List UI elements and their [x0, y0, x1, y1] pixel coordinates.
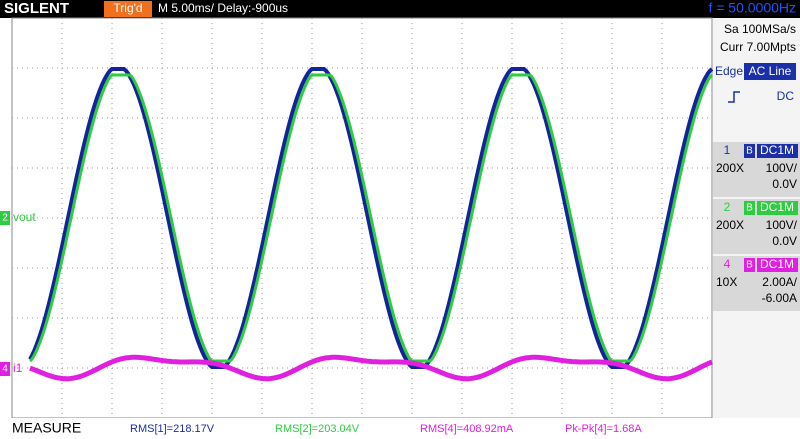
offset: 0.0V	[772, 234, 797, 248]
trigger-type: AC Line	[749, 64, 792, 78]
scale: 2.00A/	[762, 275, 797, 289]
measure-label: MEASURE	[12, 420, 81, 436]
marker-badge	[0, 362, 10, 376]
offset: 0.0V	[772, 177, 797, 191]
memory: Curr 7.00Mpts	[720, 40, 796, 54]
probe: 200X	[716, 161, 744, 175]
measure-item: RMS[2]=203.04V	[275, 423, 360, 435]
marker-label: vout	[13, 210, 36, 224]
coupling: DC1M	[760, 143, 794, 157]
waveform	[29, 354, 714, 382]
sample-rate: Sa 100MSa/s	[724, 22, 796, 36]
scale: 100V/	[766, 218, 798, 232]
measure-item: RMS[1]=218.17V	[130, 423, 215, 435]
waveform	[28, 67, 714, 369]
probe: 200X	[716, 218, 744, 232]
top-bar	[0, 0, 800, 18]
offset: -6.00A	[762, 291, 797, 305]
channel-number: 2	[724, 200, 731, 214]
marker-channel: 4	[2, 364, 8, 375]
coupling-bg	[757, 144, 798, 158]
measure-item: Pk-Pk[4]=1.68A	[565, 423, 642, 435]
bandwidth-bg	[744, 258, 755, 272]
channel-number: 4	[724, 257, 731, 271]
coupling: DC1M	[760, 257, 794, 271]
frequency: f = 50.0000Hz	[708, 0, 796, 16]
timebase: M 5.00ms/ Delay:-900us	[158, 1, 288, 15]
edge-icon	[728, 91, 740, 103]
marker-label: i1	[13, 361, 23, 375]
marker-badge	[0, 211, 10, 225]
trigger-type-bg	[744, 63, 796, 80]
probe: 10X	[716, 275, 737, 289]
bandwidth: B	[746, 146, 753, 157]
coupling-bg	[757, 258, 798, 272]
channel-panel: 1 B DC1M 200X 100V/0.0V 2 B DC1M 200X 100V/0.0V 4 B…	[713, 142, 800, 311]
channel-number: 1	[724, 143, 731, 157]
bandwidth-bg	[744, 201, 755, 215]
coupling-bg	[757, 201, 798, 215]
bandwidth: B	[746, 260, 753, 271]
coupling: DC1M	[760, 200, 794, 214]
marker-channel: 2	[2, 213, 8, 224]
grid	[12, 18, 712, 418]
trigger-coupling: DC	[777, 89, 795, 103]
measure-bar	[0, 418, 800, 439]
bandwidth: B	[746, 203, 753, 214]
waveforms	[28, 67, 714, 382]
scale: 100V/	[766, 161, 798, 175]
brand: SIGLENT	[4, 0, 69, 17]
waveform	[28, 73, 714, 363]
trigger-state: Trig'd	[113, 1, 142, 15]
trigger-source: Edge	[715, 64, 743, 78]
bandwidth-bg	[744, 144, 755, 158]
trigger-badge	[104, 1, 152, 17]
measure-item: RMS[4]=408.92mA	[420, 423, 514, 435]
